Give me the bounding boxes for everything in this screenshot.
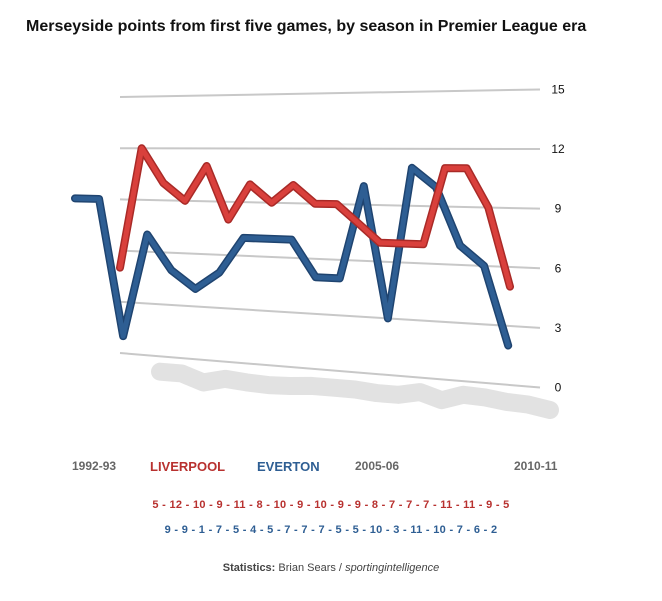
everton-point-8	[265, 236, 270, 241]
credit-line: Statistics: Brian Sears / sportingintell…	[0, 562, 662, 574]
liverpool-point-1	[139, 146, 144, 151]
everton-point-6	[217, 270, 222, 275]
liverpool-point-13	[399, 241, 404, 246]
y-tick-label-3: 3	[555, 321, 562, 335]
everton-point-5	[193, 286, 198, 291]
everton-point-3	[145, 232, 150, 237]
y-tick-label-9: 9	[555, 202, 562, 216]
liverpool-point-15	[443, 166, 447, 171]
gridline-6	[119, 249, 541, 270]
liverpool-point-2	[161, 181, 166, 185]
everton-point-9	[289, 237, 294, 242]
everton-point-16	[458, 243, 463, 248]
liverpool-point-17	[486, 205, 491, 210]
liverpool-point-5	[226, 217, 231, 222]
season-label-mid: 2005-06	[355, 459, 400, 473]
chart-plot: 0 3 6 9 12 15	[71, 82, 565, 419]
liverpool-point-18	[508, 284, 512, 289]
everton-point-0	[73, 196, 77, 201]
credit-label: Statistics:	[222, 562, 276, 574]
everton-point-7	[241, 235, 246, 240]
liverpool-point-9	[313, 201, 317, 206]
liverpool-point-7	[269, 200, 274, 205]
liverpool-point-0	[118, 265, 122, 270]
gridline-15	[119, 88, 541, 98]
legend-everton: EVERTON	[257, 459, 320, 474]
gridline-12	[119, 147, 541, 151]
liverpool-point-16	[464, 166, 469, 171]
y-tick-label-0: 0	[555, 380, 562, 394]
everton-point-17	[482, 263, 487, 268]
everton-point-2	[121, 334, 126, 339]
liverpool-point-3	[183, 198, 187, 203]
y-tick-label-15: 15	[551, 82, 565, 96]
liverpool-point-4	[204, 164, 209, 169]
everton-point-10	[313, 275, 318, 280]
liverpool-point-11	[356, 221, 361, 226]
liverpool-points-list: 5 - 12 - 10 - 9 - 11 - 8 - 10 - 9 - 10 -…	[152, 499, 510, 511]
y-tick-label-12: 12	[551, 142, 565, 156]
credit-name: Brian Sears /	[278, 562, 342, 574]
season-label-start: 1992-93	[72, 459, 117, 473]
liverpool-point-14	[421, 242, 426, 247]
everton-points-list: 9 - 9 - 1 - 7 - 5 - 4 - 5 - 7 - 7 - 7 - …	[164, 524, 498, 536]
everton-point-12	[361, 184, 366, 189]
legend-liverpool: LIVERPOOL	[150, 459, 226, 474]
credit-source: sportingintelligence	[345, 562, 440, 574]
chart-title: Merseyside points from first five games,…	[26, 18, 587, 35]
everton-point-11	[337, 276, 342, 281]
everton-point-18	[506, 343, 511, 348]
everton-point-13	[385, 316, 390, 321]
liverpool-point-6	[248, 182, 252, 187]
liverpool-point-12	[378, 240, 382, 245]
liverpool-point-10	[334, 202, 339, 207]
y-tick-label-6: 6	[555, 261, 562, 275]
everton-point-1	[97, 196, 102, 201]
liverpool-point-8	[291, 183, 296, 187]
everton-shadow	[151, 362, 559, 419]
everton-point-4	[169, 268, 174, 273]
gridline-0	[119, 352, 541, 389]
season-label-end: 2010-11	[514, 459, 558, 473]
everton-point-14	[409, 165, 414, 170]
gridline-3	[119, 300, 541, 329]
